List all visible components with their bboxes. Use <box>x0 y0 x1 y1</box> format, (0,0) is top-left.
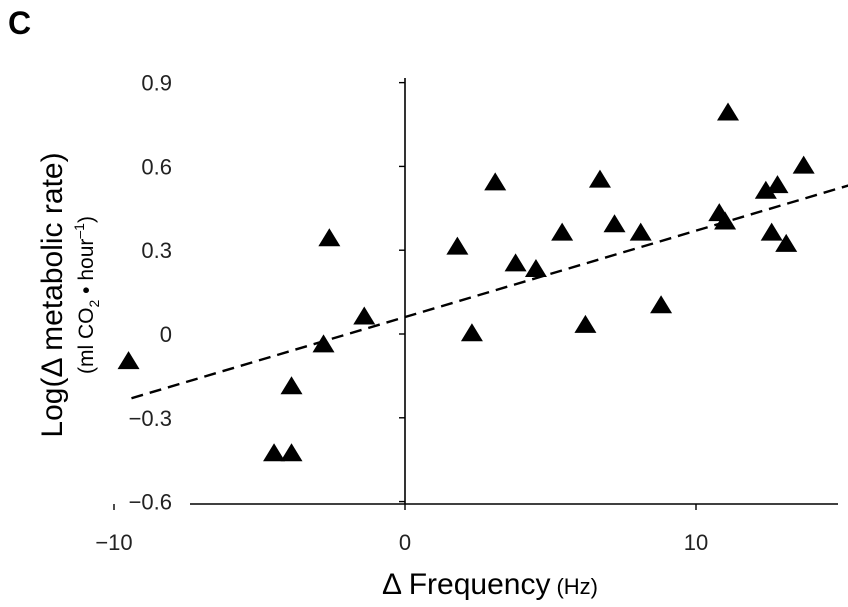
data-point-triangle <box>760 222 783 241</box>
trendline <box>131 184 848 400</box>
y-tick-label: 0 <box>160 322 172 347</box>
data-point-triangle <box>484 172 507 191</box>
data-points <box>117 102 815 462</box>
y-axis-unit-part-1: (ml CO <box>75 307 98 374</box>
data-point-triangle <box>524 258 547 277</box>
y-axis-unit-subscript: 2 <box>86 299 102 307</box>
data-point-triangle <box>766 175 789 194</box>
data-point-triangle <box>263 443 286 462</box>
data-point-triangle <box>312 334 335 353</box>
data-point-triangle <box>650 295 673 314</box>
data-point-triangle <box>588 169 611 188</box>
x-axis-title-main: Δ Frequency <box>382 568 550 601</box>
y-axis-title: Log(Δ metabolic rate) <box>36 152 69 437</box>
data-point-triangle <box>318 228 341 247</box>
data-point-triangle <box>353 306 376 325</box>
data-point-triangle <box>754 180 777 199</box>
panel-label: C <box>8 5 31 41</box>
data-point-triangle <box>504 253 527 272</box>
y-axis-unit-part-5: ) <box>75 216 98 223</box>
data-point-triangle <box>714 211 737 230</box>
axes <box>190 78 838 505</box>
data-point-triangle <box>629 222 652 241</box>
y-axis-title-group: Log(Δ metabolic rate) (ml CO2 • hour–1) <box>36 152 102 437</box>
data-point-triangle <box>551 222 574 241</box>
y-tick-label: 0.9 <box>141 71 172 96</box>
x-tick-label: 0 <box>399 530 411 555</box>
data-point-triangle <box>603 214 626 233</box>
x-tick-label: −10 <box>95 530 132 555</box>
x-tick-label: 10 <box>684 530 708 555</box>
trendline-layer <box>131 184 848 400</box>
data-point-triangle <box>717 102 740 121</box>
data-point-triangle <box>117 351 140 370</box>
y-tick-label: 0.3 <box>141 238 172 263</box>
y-tick-label: 0.6 <box>141 154 172 179</box>
tick-labels: −0.6−0.300.30.60.9−1001020 <box>95 71 708 555</box>
y-axis-unit: (ml CO2 • hour–1) <box>71 216 102 374</box>
x-axis-title: Δ Frequency (Hz) <box>382 568 598 601</box>
data-point-triangle <box>460 323 483 342</box>
x-axis-title-unit: (Hz) <box>556 574 598 599</box>
data-point-triangle <box>446 236 469 255</box>
y-tick-label: −0.6 <box>129 490 172 515</box>
data-point-triangle <box>574 314 597 333</box>
y-axis-unit-superscript: –1 <box>71 223 87 239</box>
data-point-triangle <box>775 233 798 252</box>
data-point-triangle <box>280 376 303 395</box>
y-axis-unit-part-3: • hour <box>75 239 98 300</box>
y-tick-label: −0.3 <box>129 406 172 431</box>
data-point-triangle <box>792 155 815 174</box>
data-point-triangle <box>280 443 303 462</box>
